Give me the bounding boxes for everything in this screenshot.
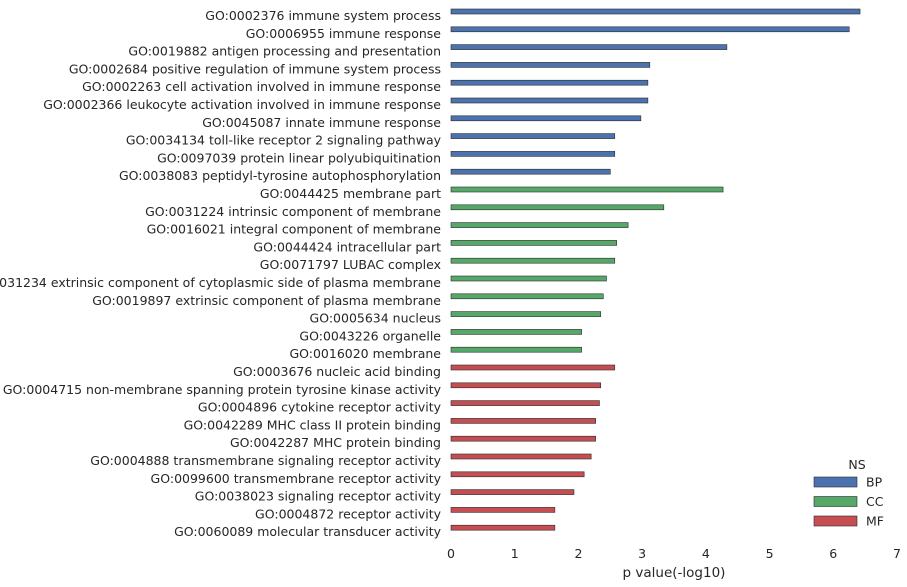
- bar-11: [450, 186, 724, 193]
- category-label-13: GO:0016021 integral component of membran…: [147, 222, 442, 237]
- bar-30: [450, 524, 556, 531]
- bar-27: [450, 471, 585, 478]
- category-label-4: GO:0002684 positive regulation of immune…: [69, 61, 441, 76]
- category-label-2: GO:0006955 immune response: [246, 26, 442, 41]
- bar-24: [450, 418, 596, 424]
- category-label-8: GO:0034134 toll-like receptor 2 signalin…: [126, 133, 442, 148]
- category-label-6: GO:0002366 leukocyte activation involved…: [43, 97, 441, 112]
- legend-swatch-mf: [813, 515, 858, 527]
- category-label-3: GO:0019882 antigen processing and presen…: [128, 44, 441, 59]
- x-tick-4: 4: [702, 546, 710, 561]
- category-label-27: GO:0099600 transmembrane receptor activi…: [151, 471, 442, 486]
- category-label-11: GO:0044425 membrane part: [260, 186, 441, 201]
- bar-4: [450, 62, 651, 68]
- category-label-16: GO:0031234 extrinsic component of cytopl…: [0, 275, 441, 290]
- x-tick-7: 7: [893, 546, 901, 561]
- bar-2: [450, 26, 850, 33]
- category-label-5: GO:0002263 cell activation involved in i…: [82, 79, 441, 94]
- category-label-14: GO:0044424 intracellular part: [253, 239, 441, 254]
- x-tick-0: 0: [447, 546, 455, 561]
- legend: NS BP CC MF: [813, 457, 884, 529]
- bar-12: [450, 204, 665, 211]
- category-label-28: GO:0038023 signaling receptor activity: [195, 489, 442, 504]
- category-label-20: GO:0016020 membrane: [289, 346, 441, 361]
- legend-swatch-cc: [813, 496, 858, 507]
- bar-20: [450, 346, 582, 353]
- category-label-21: GO:0003676 nucleic acid binding: [233, 364, 441, 379]
- bar-8: [450, 133, 616, 139]
- x-tick-5: 5: [766, 546, 774, 561]
- category-label-15: GO:0071797 LUBAC complex: [260, 257, 441, 272]
- bar-9: [450, 151, 616, 157]
- bar-26: [450, 453, 592, 460]
- category-label-19: GO:0043226 organelle: [299, 328, 441, 343]
- bar-13: [450, 222, 629, 228]
- x-tick-2: 2: [574, 546, 582, 561]
- legend-label-mf: MF: [866, 514, 884, 529]
- category-label-23: GO:0004896 cytokine receptor activity: [198, 400, 442, 415]
- category-labels: GO:0002376 immune system process GO:00069…: [0, 8, 442, 539]
- bar-3: [450, 44, 728, 50]
- category-label-29: GO:0004872 receptor activity: [255, 506, 442, 521]
- legend-title: NS: [848, 457, 865, 472]
- bar-18: [450, 311, 602, 317]
- bar-14: [450, 240, 617, 246]
- category-label-24: GO:0042289 MHC class II protein binding: [184, 417, 441, 432]
- category-label-30: GO:0060089 molecular transducer activity: [174, 524, 442, 539]
- bar-10: [450, 168, 611, 175]
- category-label-7: GO:0045087 innate immune response: [202, 115, 441, 130]
- legend-entries: BP CC MF: [813, 475, 884, 529]
- bar-7: [450, 115, 642, 122]
- category-label-17: GO:0019897 extrinsic component of plasma…: [92, 293, 441, 308]
- x-tick-3: 3: [638, 546, 646, 561]
- x-axis-ticks: 0 1 2 3 4 5 6 7: [447, 546, 901, 561]
- category-label-10: GO:0038083 peptidyl-tyrosine autophospho…: [119, 168, 441, 183]
- bar-22: [450, 382, 602, 389]
- bar-21: [450, 364, 616, 371]
- bar-6: [450, 97, 649, 104]
- bar-5: [450, 79, 649, 86]
- bar-25: [450, 435, 596, 442]
- bar-29: [450, 507, 556, 513]
- bar-19: [450, 329, 582, 335]
- category-label-26: GO:0004888 transmembrane signaling recep…: [90, 453, 441, 468]
- category-label-25: GO:0042287 MHC protein binding: [230, 435, 441, 450]
- legend-label-cc: CC: [866, 494, 884, 509]
- x-axis-label: p value(-log10): [623, 565, 726, 581]
- x-tick-1: 1: [511, 546, 519, 561]
- category-label-1: GO:0002376 immune system process: [205, 8, 441, 23]
- bar-15: [450, 257, 616, 264]
- category-label-22: GO:0004715 non-membrane spanning protein…: [3, 382, 442, 397]
- bar-1: [450, 8, 861, 15]
- legend-swatch-bp: [813, 476, 858, 488]
- bar-23: [450, 400, 600, 406]
- bar-28: [450, 489, 575, 495]
- bar-16: [450, 275, 607, 282]
- bars-layer: [450, 8, 861, 531]
- x-tick-6: 6: [829, 546, 837, 561]
- category-label-9: GO:0097039 protein linear polyubiquitina…: [157, 150, 441, 165]
- bar-17: [450, 293, 604, 300]
- legend-label-bp: BP: [866, 475, 883, 490]
- category-label-18: GO:0005634 nucleus: [310, 311, 441, 326]
- category-label-12: GO:0031224 intrinsic component of membra…: [145, 204, 441, 219]
